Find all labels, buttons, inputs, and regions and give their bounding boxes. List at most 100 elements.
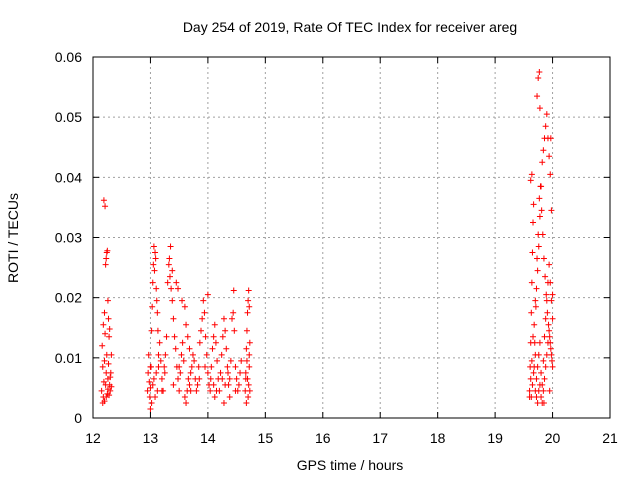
data-point (218, 351, 225, 358)
data-point (528, 393, 535, 400)
data-point (165, 261, 172, 268)
data-point (161, 369, 168, 376)
y-tick-label: 0.04 (55, 169, 82, 185)
data-point (204, 291, 211, 298)
data-point (170, 315, 177, 322)
data-point (99, 363, 106, 370)
data-point (150, 243, 157, 250)
data-point (102, 261, 109, 268)
data-point (528, 279, 535, 286)
data-point (541, 375, 548, 382)
data-point (230, 287, 237, 294)
data-point (153, 297, 160, 304)
data-point (162, 351, 169, 358)
data-point (222, 327, 229, 334)
data-point (226, 375, 233, 382)
data-point (181, 303, 188, 310)
data-point (538, 393, 545, 400)
data-point (542, 315, 549, 322)
data-point (527, 375, 534, 382)
data-point (146, 393, 153, 400)
data-point (245, 287, 252, 294)
plot-frame (92, 56, 611, 419)
data-point (147, 405, 154, 412)
data-point (531, 363, 538, 370)
data-point (177, 369, 184, 376)
data-points (98, 69, 556, 412)
data-point (226, 393, 233, 400)
tick-labels: 12 13 14 15 16 17 18 19 20 21 0 0.01 0.02 0.03 0.04 0.0… (55, 49, 618, 446)
data-point (167, 243, 174, 250)
data-point (214, 357, 221, 364)
data-point (538, 369, 545, 376)
data-point (170, 381, 177, 388)
data-point (179, 297, 186, 304)
data-point (183, 321, 190, 328)
data-point (540, 147, 547, 154)
data-point (540, 255, 547, 262)
data-point (199, 315, 206, 322)
data-point (171, 333, 178, 340)
data-point (243, 357, 250, 364)
data-point (546, 327, 553, 334)
data-point (243, 345, 250, 352)
data-point (207, 387, 214, 394)
data-point (99, 342, 106, 349)
data-point (547, 171, 554, 178)
data-point (229, 315, 236, 322)
data-point (245, 297, 252, 304)
data-point (536, 69, 543, 76)
data-point (209, 345, 216, 352)
data-point (529, 381, 536, 388)
data-point (549, 315, 556, 322)
data-point (157, 357, 164, 364)
data-point (161, 363, 168, 370)
data-point (186, 345, 193, 352)
data-point (219, 375, 226, 382)
data-point (164, 279, 171, 286)
data-point (543, 291, 550, 298)
y-tick-label: 0.02 (55, 290, 82, 306)
data-point (219, 333, 226, 340)
data-point (100, 197, 107, 204)
data-point (547, 339, 554, 346)
data-point (535, 75, 542, 82)
data-point (548, 297, 555, 304)
data-point (233, 375, 240, 382)
data-point (544, 309, 551, 316)
data-point (545, 321, 552, 328)
data-point (533, 285, 540, 292)
data-point (152, 393, 159, 400)
data-point (528, 309, 535, 316)
data-point (175, 285, 182, 292)
y-tick-label: 0.03 (55, 230, 82, 246)
data-point (154, 327, 161, 334)
data-point (152, 249, 159, 256)
data-point (163, 333, 170, 340)
grid (93, 57, 610, 418)
data-point (549, 291, 556, 298)
data-point (181, 393, 188, 400)
data-point (158, 375, 165, 382)
data-point (227, 357, 234, 364)
data-point (530, 201, 537, 208)
data-point (184, 333, 191, 340)
data-point (210, 381, 217, 388)
data-point (220, 315, 227, 322)
data-point (153, 285, 160, 292)
data-point (542, 123, 549, 130)
data-point (104, 297, 111, 304)
data-point (235, 381, 242, 388)
data-point (166, 255, 173, 262)
y-tick-label: 0.01 (55, 350, 82, 366)
data-point (189, 351, 196, 358)
data-point (542, 273, 549, 280)
chart-title: Day 254 of 2019, Rate Of TEC Index for r… (183, 19, 517, 35)
axis-ticks (92, 56, 611, 419)
data-point (224, 369, 231, 376)
data-point (528, 357, 535, 364)
data-point (106, 325, 113, 332)
x-tick-label: 13 (143, 430, 159, 446)
data-point (196, 339, 203, 346)
data-point (101, 398, 108, 405)
